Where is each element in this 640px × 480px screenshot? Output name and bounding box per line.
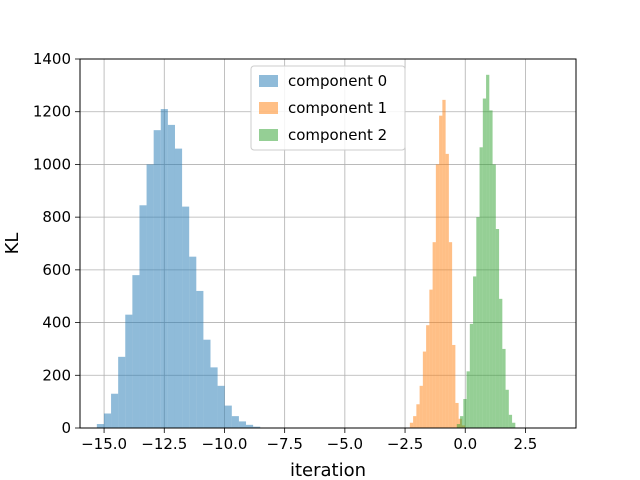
histogram-bar — [442, 99, 446, 428]
y-tick-label: 0 — [61, 419, 71, 437]
legend-label: component 1 — [288, 99, 387, 117]
histogram-bar — [146, 164, 154, 428]
histogram-bar — [189, 256, 197, 428]
histogram-bar — [456, 424, 461, 428]
histogram-bar — [217, 385, 225, 428]
y-tick-label: 200 — [42, 366, 71, 384]
histogram-bar — [167, 124, 175, 429]
histogram-bar — [460, 416, 464, 428]
histogram-bar — [413, 416, 417, 428]
histogram-bar — [139, 205, 147, 428]
histogram-bar — [489, 110, 493, 429]
histogram-bar — [103, 413, 112, 428]
series-0-bars — [96, 109, 261, 429]
histogram-bar — [182, 206, 190, 428]
x-tick-label: −12.5 — [141, 435, 187, 453]
legend-label: component 2 — [288, 126, 387, 144]
legend-box — [250, 65, 406, 151]
histogram-bar — [502, 348, 506, 428]
legend: component 0 component 1 component 2 — [250, 65, 406, 151]
y-tick-label: 1200 — [33, 103, 71, 121]
histogram-bar — [495, 229, 500, 428]
legend-swatch — [259, 129, 278, 141]
histogram-bar — [203, 339, 211, 428]
histogram-bar — [426, 325, 430, 428]
histogram-bar — [429, 289, 433, 428]
histogram-bar — [409, 422, 414, 428]
histogram-bar — [482, 98, 487, 429]
series-1-bars — [409, 99, 466, 429]
bars — [96, 74, 516, 429]
x-tick-label: −10.0 — [201, 435, 247, 453]
histogram-bar — [153, 130, 161, 428]
histogram-bar — [486, 74, 490, 429]
y-axis-label: KL — [2, 233, 23, 255]
legend-label: component 0 — [288, 72, 387, 90]
histogram-bar — [132, 275, 140, 428]
x-axis-label: iteration — [290, 460, 366, 480]
histogram-bar — [246, 424, 254, 428]
legend-swatch — [259, 75, 278, 87]
histogram-bar — [499, 298, 503, 428]
histogram-bar — [253, 426, 261, 428]
histogram-bar — [416, 404, 420, 428]
histogram-bar — [419, 385, 423, 428]
x-tick-label: −7.5 — [266, 435, 302, 453]
histogram-bar — [448, 242, 453, 428]
x-tick-label: 2.5 — [514, 435, 538, 453]
histogram-bar — [210, 367, 218, 428]
histogram-bar — [455, 402, 459, 428]
x-tick-label: −15.0 — [81, 435, 127, 453]
histogram-bar — [492, 164, 496, 428]
histogram-bar — [125, 314, 133, 428]
histogram-bar — [174, 148, 183, 428]
y-tick-label: 1000 — [33, 155, 71, 173]
histogram-bar — [118, 356, 126, 428]
histogram-bar — [435, 164, 440, 428]
histogram-bar — [479, 147, 483, 428]
histogram-bar — [96, 424, 104, 428]
histogram-bar — [473, 276, 477, 428]
histogram-bar — [505, 389, 509, 428]
histogram-bar — [422, 351, 427, 428]
plot-frame — [79, 58, 577, 429]
x-tick-label: 0.0 — [453, 435, 477, 453]
y-tick-label: 1400 — [33, 50, 71, 68]
histogram-bar — [508, 414, 513, 428]
histogram-bar — [439, 115, 443, 429]
histogram-bar — [469, 323, 474, 428]
y-tick-label: 400 — [42, 314, 71, 332]
y-tick-label: 600 — [42, 261, 71, 279]
histogram-bar — [196, 290, 204, 428]
ticks: −15.0 −12.5 −10.0 −7.5 −5.0 −2.5 0.0 2.5 0 200 400… — [33, 50, 538, 453]
histogram-bar — [238, 421, 247, 428]
histogram-bar — [160, 109, 168, 428]
legend-swatch — [259, 102, 278, 114]
histogram-bar — [476, 217, 480, 428]
series-2-bars — [456, 74, 516, 429]
histogram-bar — [432, 242, 436, 428]
x-tick-label: −2.5 — [387, 435, 423, 453]
histogram-bar — [512, 422, 516, 428]
histogram-bar — [463, 399, 467, 428]
y-tick-label: 800 — [42, 208, 71, 226]
histogram-bar — [231, 416, 239, 428]
x-tick-label: −5.0 — [327, 435, 363, 453]
histogram-bar — [452, 344, 456, 428]
histogram-bar — [445, 153, 449, 428]
histogram-bar — [111, 393, 119, 428]
histogram-bar — [466, 371, 470, 428]
histogram-bar — [224, 405, 232, 428]
